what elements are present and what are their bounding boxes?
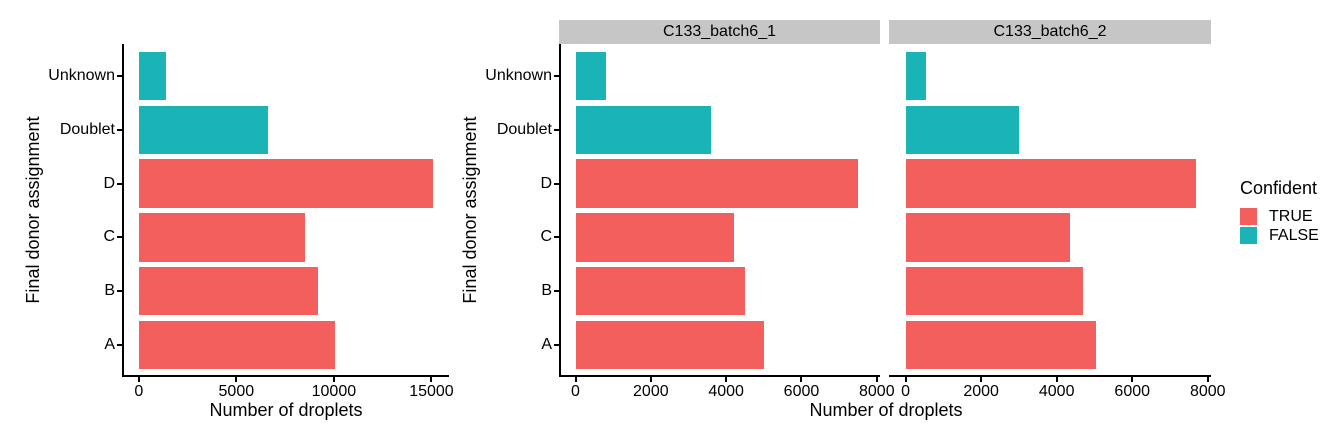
y-tick-label: B	[541, 282, 552, 300]
x-axis-line	[889, 375, 1211, 377]
y-tick-mark	[554, 128, 559, 131]
y-axis-line	[122, 44, 124, 377]
legend-item-true: TRUE	[1240, 208, 1344, 225]
bar-c	[138, 213, 305, 262]
bar-b	[905, 266, 1084, 316]
bar-a	[905, 320, 1097, 369]
bar-unknown	[138, 52, 167, 101]
y-axis-line	[559, 44, 561, 377]
bar-c	[905, 213, 1070, 262]
y-tick-mark	[554, 75, 559, 78]
x-tick-mark	[235, 377, 238, 382]
x-tick-label: 5000	[218, 383, 255, 400]
bar-d	[905, 159, 1197, 208]
x-axis-line	[559, 375, 880, 377]
legend-label-true: TRUE	[1269, 208, 1313, 225]
y-tick-label: Doublet	[496, 120, 552, 138]
bar-d	[575, 159, 858, 208]
x-tick-mark	[649, 377, 652, 382]
right-y-axis-title: Final donor assignment	[460, 116, 480, 304]
y-tick-label: D	[540, 174, 552, 192]
x-tick-label: 0	[901, 383, 910, 400]
y-tick-label: Doublet	[59, 120, 115, 138]
x-tick-label: 0	[134, 383, 144, 400]
y-tick-label: A	[104, 335, 115, 353]
y-tick-mark	[117, 182, 122, 185]
y-tick-mark	[117, 75, 122, 78]
bar-doublet	[575, 105, 712, 155]
bar-a	[575, 320, 764, 369]
y-tick-label: D	[103, 174, 115, 192]
x-tick-label: 2000	[963, 383, 999, 400]
x-tick-label: 8000	[1189, 383, 1226, 400]
legend-item-false: FALSE	[1240, 227, 1344, 244]
x-tick-mark	[137, 377, 140, 382]
bar-doublet	[138, 105, 268, 155]
x-tick-mark	[800, 377, 803, 382]
x-tick-mark	[430, 377, 433, 382]
facet-strip-1: C133_batch6_1	[559, 20, 880, 44]
y-tick-label: C	[103, 228, 115, 246]
y-tick-mark	[117, 236, 122, 239]
right-x-axis-title: Number of droplets	[809, 400, 963, 420]
legend-swatch-true	[1240, 208, 1257, 225]
x-tick-mark	[875, 377, 878, 382]
y-tick-mark	[554, 343, 559, 346]
bar-b	[575, 266, 745, 316]
y-tick-label: C	[540, 228, 552, 246]
x-tick-label: 15000	[409, 383, 454, 400]
x-tick-label: 10000	[311, 383, 357, 400]
bar-unknown	[575, 52, 606, 101]
x-axis-line	[122, 375, 449, 377]
x-tick-label: 6000	[783, 383, 820, 400]
legend: Confident TRUE FALSE	[1240, 179, 1344, 246]
y-tick-mark	[117, 290, 122, 293]
x-tick-mark	[332, 377, 335, 382]
x-tick-mark	[904, 377, 907, 382]
facet-strip-2: C133_batch6_2	[889, 20, 1211, 44]
legend-swatch-false	[1240, 227, 1257, 244]
y-tick-mark	[117, 128, 122, 131]
y-tick-label: B	[104, 282, 115, 300]
x-tick-mark	[1131, 377, 1134, 382]
y-tick-mark	[554, 236, 559, 239]
left-y-axis-title: Final donor assignment	[23, 116, 43, 304]
bar-d	[138, 159, 434, 208]
x-tick-mark	[980, 377, 983, 382]
bar-c	[575, 213, 734, 262]
y-tick-mark	[117, 343, 122, 346]
y-tick-label: Unknown	[485, 67, 552, 85]
legend-title: Confident	[1240, 178, 1318, 198]
y-tick-mark	[554, 182, 559, 185]
x-tick-label: 6000	[1114, 383, 1151, 400]
x-tick-label: 0	[571, 383, 580, 400]
bar-unknown	[905, 52, 927, 101]
x-tick-mark	[725, 377, 728, 382]
legend-label-false: FALSE	[1269, 227, 1319, 244]
x-tick-label: 8000	[859, 383, 895, 400]
x-tick-mark	[1055, 377, 1058, 382]
y-tick-label: Unknown	[48, 67, 115, 85]
x-tick-mark	[574, 377, 577, 382]
y-tick-label: A	[541, 335, 552, 353]
bar-a	[138, 320, 335, 369]
bar-b	[138, 266, 319, 316]
y-tick-mark	[554, 290, 559, 293]
x-tick-mark	[1206, 377, 1209, 382]
x-tick-label: 4000	[1038, 383, 1075, 400]
x-tick-label: 2000	[633, 383, 669, 400]
left-x-axis-title: Number of droplets	[209, 400, 363, 420]
x-tick-label: 4000	[708, 383, 744, 400]
bar-doublet	[905, 105, 1019, 155]
